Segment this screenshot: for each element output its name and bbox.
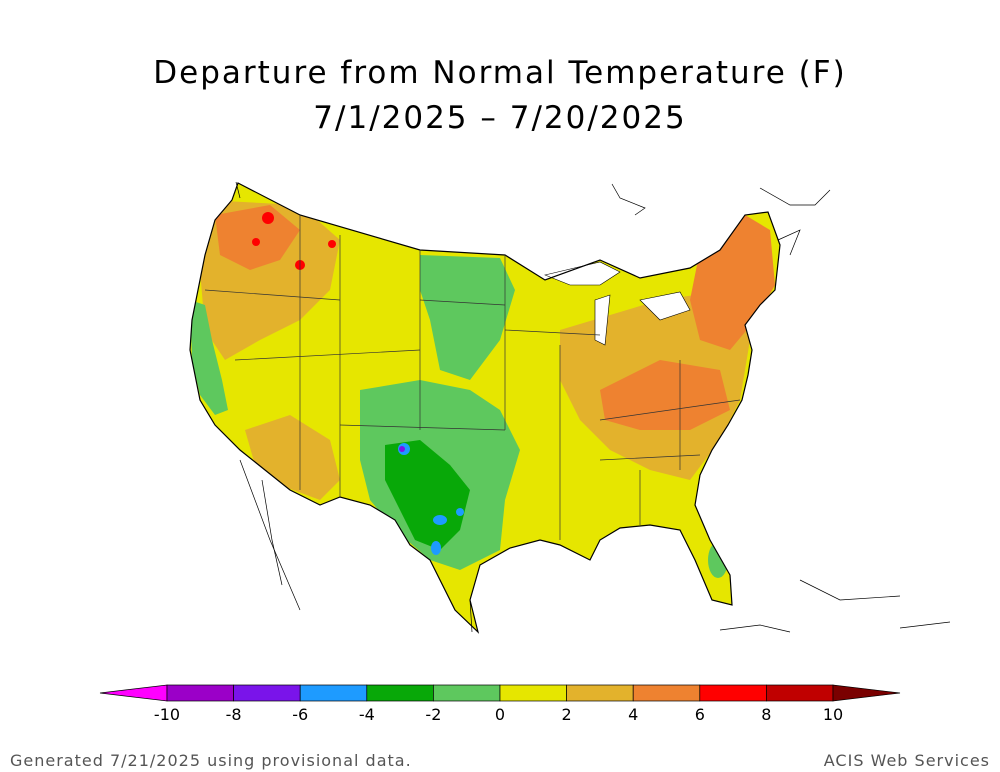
legend-tick-label: 0	[495, 705, 505, 724]
legend-bin	[499, 684, 567, 702]
legend-tick-label: 8	[761, 705, 771, 724]
legend-tick-label: -6	[292, 705, 308, 724]
legend-tick-label: -10	[154, 705, 180, 724]
hot-region-ohio-valley	[600, 360, 730, 430]
footer-generated-note: Generated 7/21/2025 using provisional da…	[10, 751, 412, 770]
legend-bin	[299, 684, 368, 702]
colder-spot-texas-a	[433, 515, 447, 525]
legend-tick-label: 4	[628, 705, 638, 724]
great-lakes	[544, 261, 691, 346]
surrounding-coastlines	[235, 181, 951, 633]
cool-region-northern-plains	[420, 255, 515, 380]
legend-bin	[632, 684, 701, 702]
legend-bin	[699, 684, 767, 702]
legend-tick-label: 6	[695, 705, 705, 724]
legend-bin	[566, 684, 634, 702]
legend-below-min-arrow	[99, 684, 168, 702]
color-legend: -10 -8 -6 -4 -2 0 2 4 6 8 10	[99, 684, 901, 724]
state-boundaries	[204, 215, 741, 540]
colder-spot-texas-b	[431, 541, 441, 555]
hot-region-washington	[215, 205, 300, 270]
legend-above-max-arrow	[832, 684, 901, 702]
cool-region-california-coast	[190, 300, 228, 415]
legend-bin	[766, 684, 834, 702]
legend-tick-label: 2	[562, 705, 572, 724]
cold-region-texas	[385, 440, 470, 550]
very-hot-spot-or	[252, 238, 260, 246]
cool-region-florida	[708, 542, 728, 578]
very-hot-spot-wa	[262, 212, 274, 224]
hot-region-northeast	[690, 215, 775, 350]
legend-bin	[233, 684, 301, 702]
warm-region-southwest	[245, 415, 340, 500]
colder-spot-texas-c	[456, 508, 464, 516]
legend-tick-label: 10	[823, 705, 843, 724]
legend-tick-label: -8	[226, 705, 242, 724]
map-date-range: 7/1/2025 – 7/20/2025	[313, 100, 687, 136]
footer-credit: ACIS Web Services	[823, 751, 990, 770]
legend-tick-label: -2	[425, 705, 441, 724]
legend-bin	[166, 684, 234, 702]
map-title: Departure from Normal Temperature (F)	[153, 55, 847, 91]
us-map	[189, 181, 951, 633]
legend-bin	[366, 684, 434, 702]
coldest-spot-new-mexico	[399, 446, 405, 452]
very-hot-spot-id	[328, 240, 336, 248]
legend-bin	[433, 684, 501, 702]
legend-tick-label: -4	[359, 705, 375, 724]
anomaly-fields	[190, 200, 775, 578]
